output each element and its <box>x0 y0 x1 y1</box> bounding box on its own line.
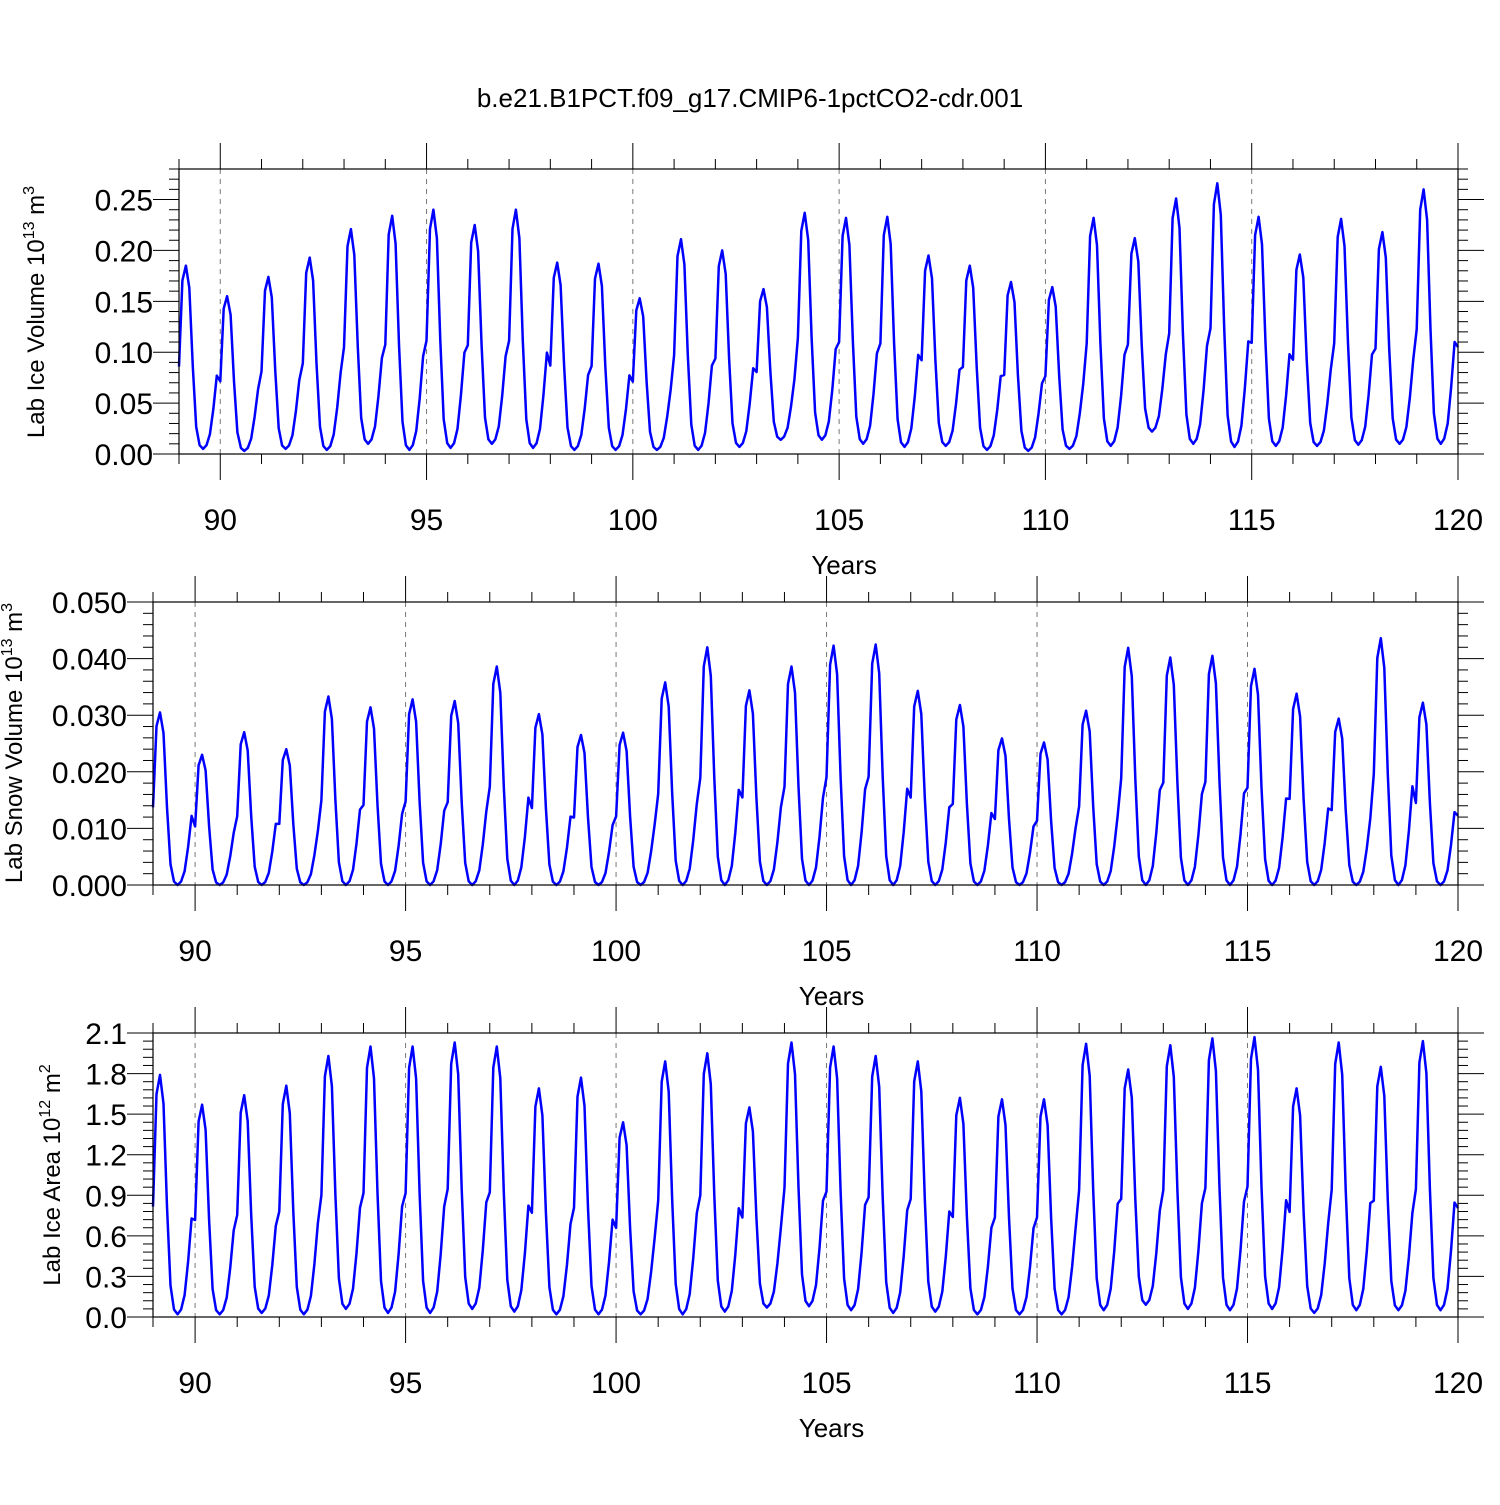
figure-title: b.e21.B1PCT.f09_g17.CMIP6-1pctCO2-cdr.00… <box>477 83 1023 113</box>
y-axis-label: Lab Ice Volume 1013 m3 <box>21 186 50 438</box>
y-tick-label: 0.040 <box>52 644 127 677</box>
x-tick-label: 95 <box>389 1367 422 1400</box>
y-tick-label: 0.030 <box>52 700 127 733</box>
y-axis-label: Lab Snow Volume 1013 m3 <box>0 603 28 883</box>
x-tick-label: 90 <box>178 1367 211 1400</box>
x-tick-label: 100 <box>608 504 658 537</box>
y-tick-label: 0.9 <box>85 1180 127 1213</box>
x-axis-label: Years <box>811 550 877 580</box>
x-tick-label: 95 <box>389 935 422 968</box>
x-tick-label: 100 <box>591 1367 641 1400</box>
x-tick-label: 120 <box>1433 504 1483 537</box>
y-axis-label: Lab Ice Area 1012 m2 <box>37 1064 66 1286</box>
x-tick-label: 110 <box>1022 504 1070 537</box>
x-tick-label: 105 <box>802 1367 852 1400</box>
chart-panel-2: 90 95 100 105 110 115 120 Years 0.000 0.010 0.020 0… <box>0 576 1484 1011</box>
x-tick-label: 90 <box>178 935 211 968</box>
y-tick-label: 0.25 <box>95 185 153 218</box>
y-tick-label: 0.010 <box>52 813 127 846</box>
y-tick-label: 0.3 <box>85 1261 127 1294</box>
x-axis-label: Years <box>799 1413 865 1443</box>
x-tick-label: 105 <box>802 935 852 968</box>
series-line <box>151 636 1459 887</box>
y-tick-label: 0.020 <box>52 757 127 790</box>
y-tick-label: 0.20 <box>95 235 153 268</box>
x-tick-label: 90 <box>204 504 237 537</box>
y-tick-label: 0.00 <box>95 439 153 472</box>
x-tick-label: 120 <box>1433 935 1483 968</box>
x-tick-label: 115 <box>1228 504 1276 537</box>
y-tick-label: 0.050 <box>52 587 127 620</box>
chart-panel-3: 90 95 100 105 110 115 120 Years 0.0 0.3 0.6 0.9 1.2 1… <box>37 1007 1484 1443</box>
x-tick-label: 120 <box>1433 1367 1483 1400</box>
y-tick-label: 0.15 <box>95 286 153 319</box>
series-line <box>177 182 1460 453</box>
y-tick-label: 0.0 <box>85 1302 127 1335</box>
x-tick-label: 110 <box>1013 935 1061 968</box>
y-tick-label: 1.5 <box>85 1099 127 1132</box>
x-tick-label: 115 <box>1224 935 1272 968</box>
y-tick-label: 0.000 <box>52 870 127 903</box>
x-tick-label: 100 <box>591 935 641 968</box>
x-tick-label: 95 <box>410 504 443 537</box>
y-tick-label: 0.6 <box>85 1221 127 1254</box>
x-tick-label: 110 <box>1013 1367 1061 1400</box>
y-tick-label: 1.8 <box>85 1059 127 1092</box>
y-tick-label: 0.10 <box>95 337 153 370</box>
y-tick-label: 0.05 <box>95 388 153 421</box>
y-tick-label: 2.1 <box>85 1018 127 1051</box>
x-tick-label: 105 <box>814 504 864 537</box>
y-tick-label: 1.2 <box>85 1140 127 1173</box>
plot-frame <box>152 1032 1459 1318</box>
plot-frame <box>152 601 1459 886</box>
x-tick-label: 115 <box>1224 1367 1272 1400</box>
chart-panel-1: 90 95 100 105 110 115 120 Years 0.00 0.05 0.10 0.15… <box>21 143 1484 580</box>
x-axis-label: Years <box>799 981 865 1011</box>
series-line <box>151 1035 1460 1316</box>
